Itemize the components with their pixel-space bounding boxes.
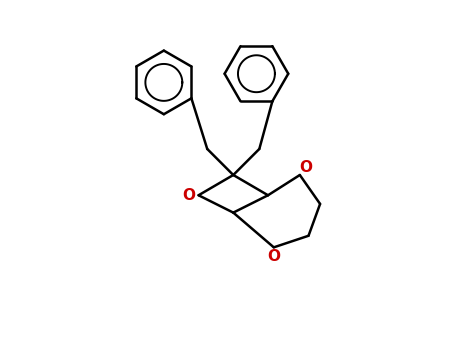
- Text: O: O: [299, 160, 312, 175]
- Text: O: O: [267, 248, 280, 264]
- Text: O: O: [182, 188, 195, 203]
